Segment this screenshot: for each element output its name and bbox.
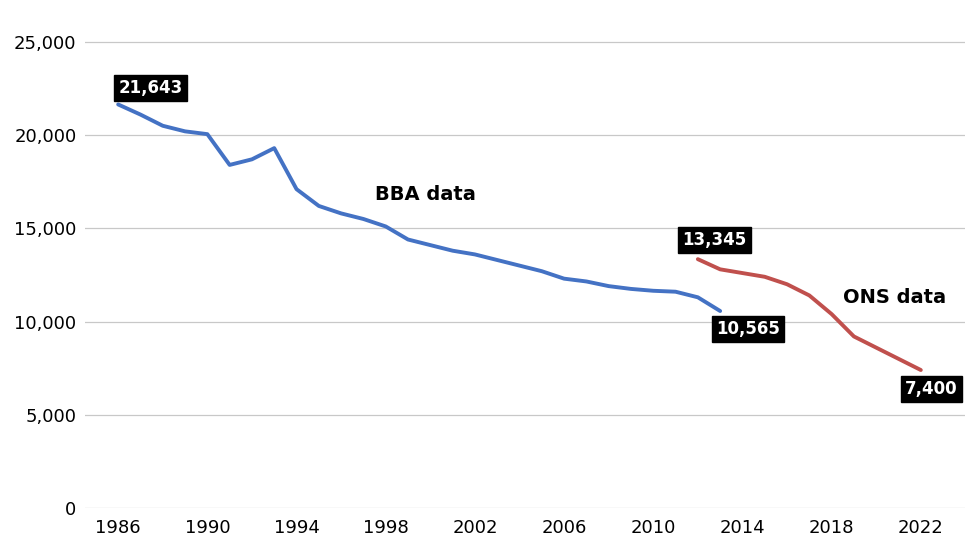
Text: 10,565: 10,565 <box>715 320 779 338</box>
Text: 21,643: 21,643 <box>119 79 182 97</box>
Text: BBA data: BBA data <box>374 185 475 204</box>
Text: 13,345: 13,345 <box>682 231 747 249</box>
Text: ONS data: ONS data <box>843 288 946 306</box>
Text: 7,400: 7,400 <box>906 380 957 398</box>
